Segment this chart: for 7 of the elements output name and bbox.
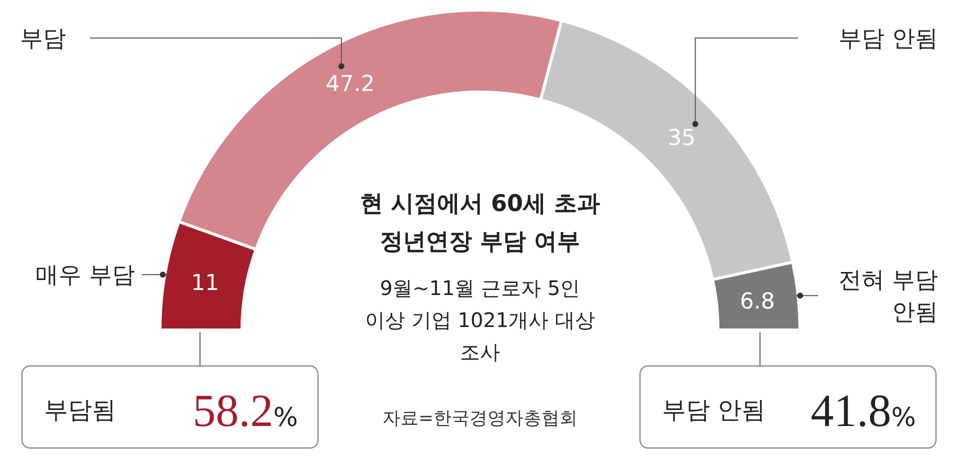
text: 현 시점에서 60세 초과 정년연장 부담 여부	[360, 191, 600, 255]
text: 41.8%	[810, 385, 916, 436]
text: 58.2%	[192, 385, 298, 436]
text: 9월~11월 근로자 5인 이상 기업 1021개사 대상 조사	[365, 276, 595, 364]
text: 부담됨	[44, 396, 116, 424]
text: 자료=한국경영자총협회	[382, 408, 578, 429]
text: 부담 안됨	[662, 396, 766, 424]
